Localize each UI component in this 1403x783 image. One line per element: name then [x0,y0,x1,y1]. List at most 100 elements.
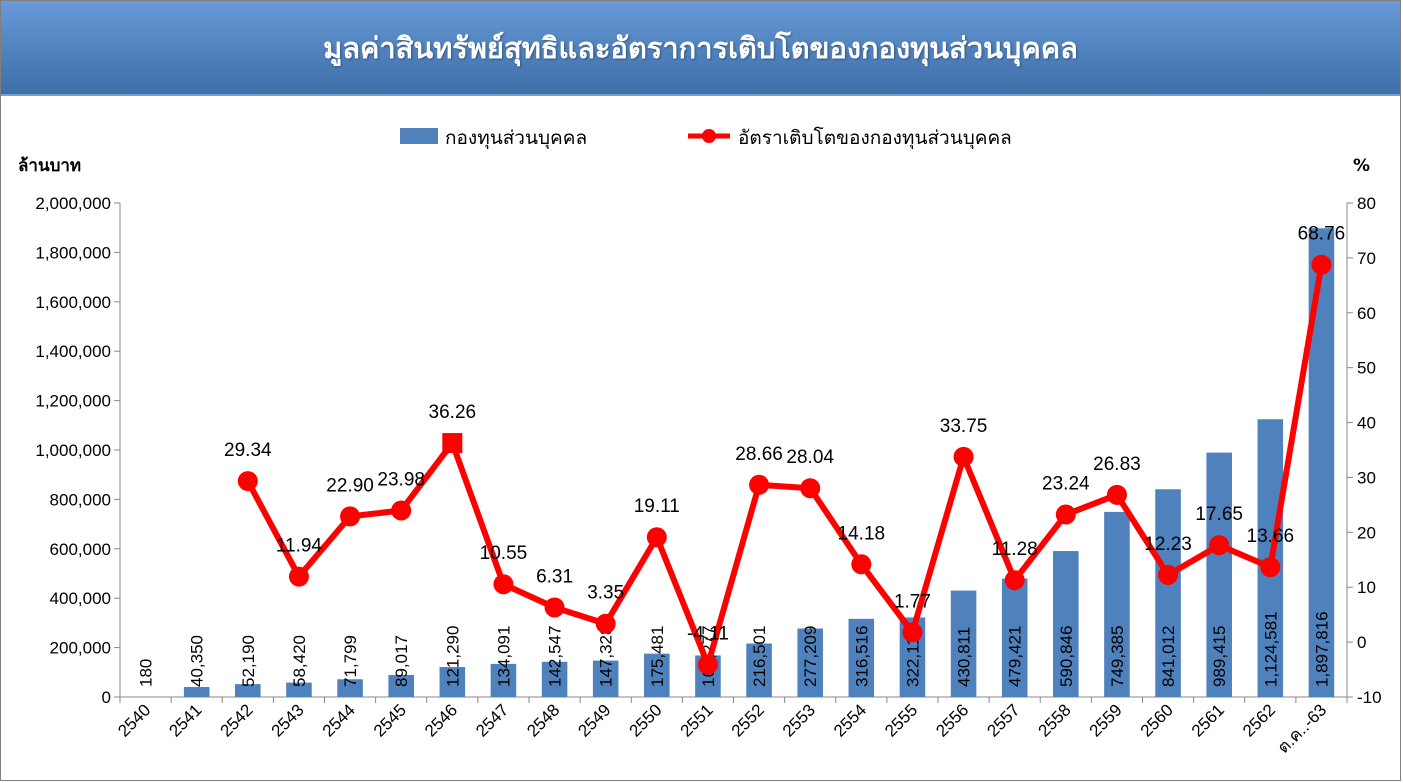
right-tick-label: 50 [1357,359,1376,378]
rate-value-label: 19.11 [634,496,680,517]
bar-value-label: 147,328 [597,626,616,687]
rate-marker [851,554,872,575]
bar [848,618,875,697]
rate-marker [902,622,923,643]
bar-value-label: 989,415 [1210,626,1229,687]
rate-marker [237,471,258,492]
rate-value-label: 23.98 [377,469,425,490]
x-category-label: ต.ค..-63 [1274,700,1331,757]
right-tick-label: 30 [1357,468,1376,487]
rate-value-label: 33.75 [940,416,988,437]
rate-value-label: 68.76 [1298,224,1346,245]
bar [592,660,619,697]
left-tick-label: 400,000 [50,589,111,608]
rate-line [245,264,1325,668]
bar [1001,578,1028,697]
x-category-label: 2562 [1239,700,1279,740]
bar [1053,551,1079,697]
bar-value-label: 134,091 [494,626,513,687]
bar [644,653,670,697]
bar-value-label: 277,209 [801,626,820,687]
rate-marker [1106,484,1127,505]
bar [490,663,517,697]
x-category-label: 2544 [319,700,359,740]
left-tick-label: 1,600,000 [35,293,111,312]
bar [1104,511,1130,697]
bar-value-label: 1,897,816 [1312,611,1331,687]
rate-marker [1055,504,1076,525]
right-tick-label: 20 [1357,523,1376,542]
x-category-label: 2553 [779,700,819,740]
rate-value-label: 36.26 [429,402,477,423]
rate-value-label: 3.35 [587,583,624,604]
bar-value-label: 322,111 [903,628,922,687]
rate-value-label: 28.04 [786,447,834,468]
bar [439,667,466,697]
bar-value-label: 58,420 [290,635,309,687]
rate-marker [953,446,974,467]
left-tick-label: 1,000,000 [35,441,111,460]
rate-marker [340,506,361,527]
right-axis-unit: % [1353,156,1370,176]
line-series [237,254,1332,675]
rate-value-label: 28.66 [735,444,783,465]
rate-value-label: 11.28 [992,539,1038,560]
legend-bar-swatch [400,128,438,144]
x-category-label: 2548 [523,700,563,740]
bar [235,684,261,697]
rate-marker [595,613,616,634]
x-category-label: 2542 [216,700,256,740]
x-axis-labels: 2540 2541 2542 2543 2544 2545 2546 2547 2548 2549… [114,700,1330,757]
rate-value-label: 23.24 [1042,474,1090,495]
rate-marker [288,566,309,587]
bar-value-label: 316,516 [852,626,871,687]
rate-value-label: 22.90 [326,475,374,496]
left-tick-label: 600,000 [50,540,111,559]
bar-value-label: 71,799 [341,635,360,687]
x-category-label: 2561 [1188,700,1228,740]
legend-line-label: อัตราเติบโตของกองทุนส่วนบุคคล [738,126,1012,150]
bar-series [132,228,1335,697]
x-category-label: 2550 [625,700,665,740]
x-category-label: 2541 [165,700,205,740]
bar-value-label: 180 [137,659,156,687]
x-category-label: 2543 [268,700,308,740]
rate-marker [493,574,514,595]
legend-bar-label: กองทุนส่วนบุคคล [445,127,587,150]
rate-value-label: 13.66 [1247,526,1295,547]
rate-value-label: 10.55 [480,543,528,564]
right-tick-label: 40 [1357,414,1376,433]
rate-marker [1260,557,1281,578]
bar-value-label: 749,385 [1108,626,1127,687]
chart-title: มูลค่าสินทรัพย์สุทธิและอัตราการเติบโตของ… [323,30,1078,65]
bar [1206,452,1232,697]
left-tick-label: 1,400,000 [35,342,111,361]
bar [337,679,363,697]
x-category-label: 2552 [728,700,768,740]
bar-value-label: 52,190 [239,635,258,687]
x-category-label: 2558 [1034,700,1074,740]
rate-marker [1209,535,1230,556]
rate-value-label: 11.94 [276,536,323,557]
x-category-label: 2557 [983,700,1023,740]
bar [1155,489,1181,697]
rate-marker [1004,570,1025,591]
rate-marker [697,654,718,675]
right-tick-label: 80 [1357,194,1376,213]
bar [286,682,312,697]
rate-marker [1158,564,1179,585]
rate-marker [800,478,821,499]
right-tick-label: 60 [1357,304,1376,323]
left-tick-label: 2,000,000 [35,194,111,213]
x-category-label: 2560 [1137,700,1177,740]
left-tick-label: 1,200,000 [35,392,111,411]
x-category-label: 2551 [677,700,717,740]
bar [950,590,977,697]
bar [388,675,414,697]
left-tick-label: 0 [102,688,111,707]
bar-value-label: 89,017 [392,635,411,687]
bar [797,628,823,697]
bar-value-label: 175,481 [648,626,667,687]
